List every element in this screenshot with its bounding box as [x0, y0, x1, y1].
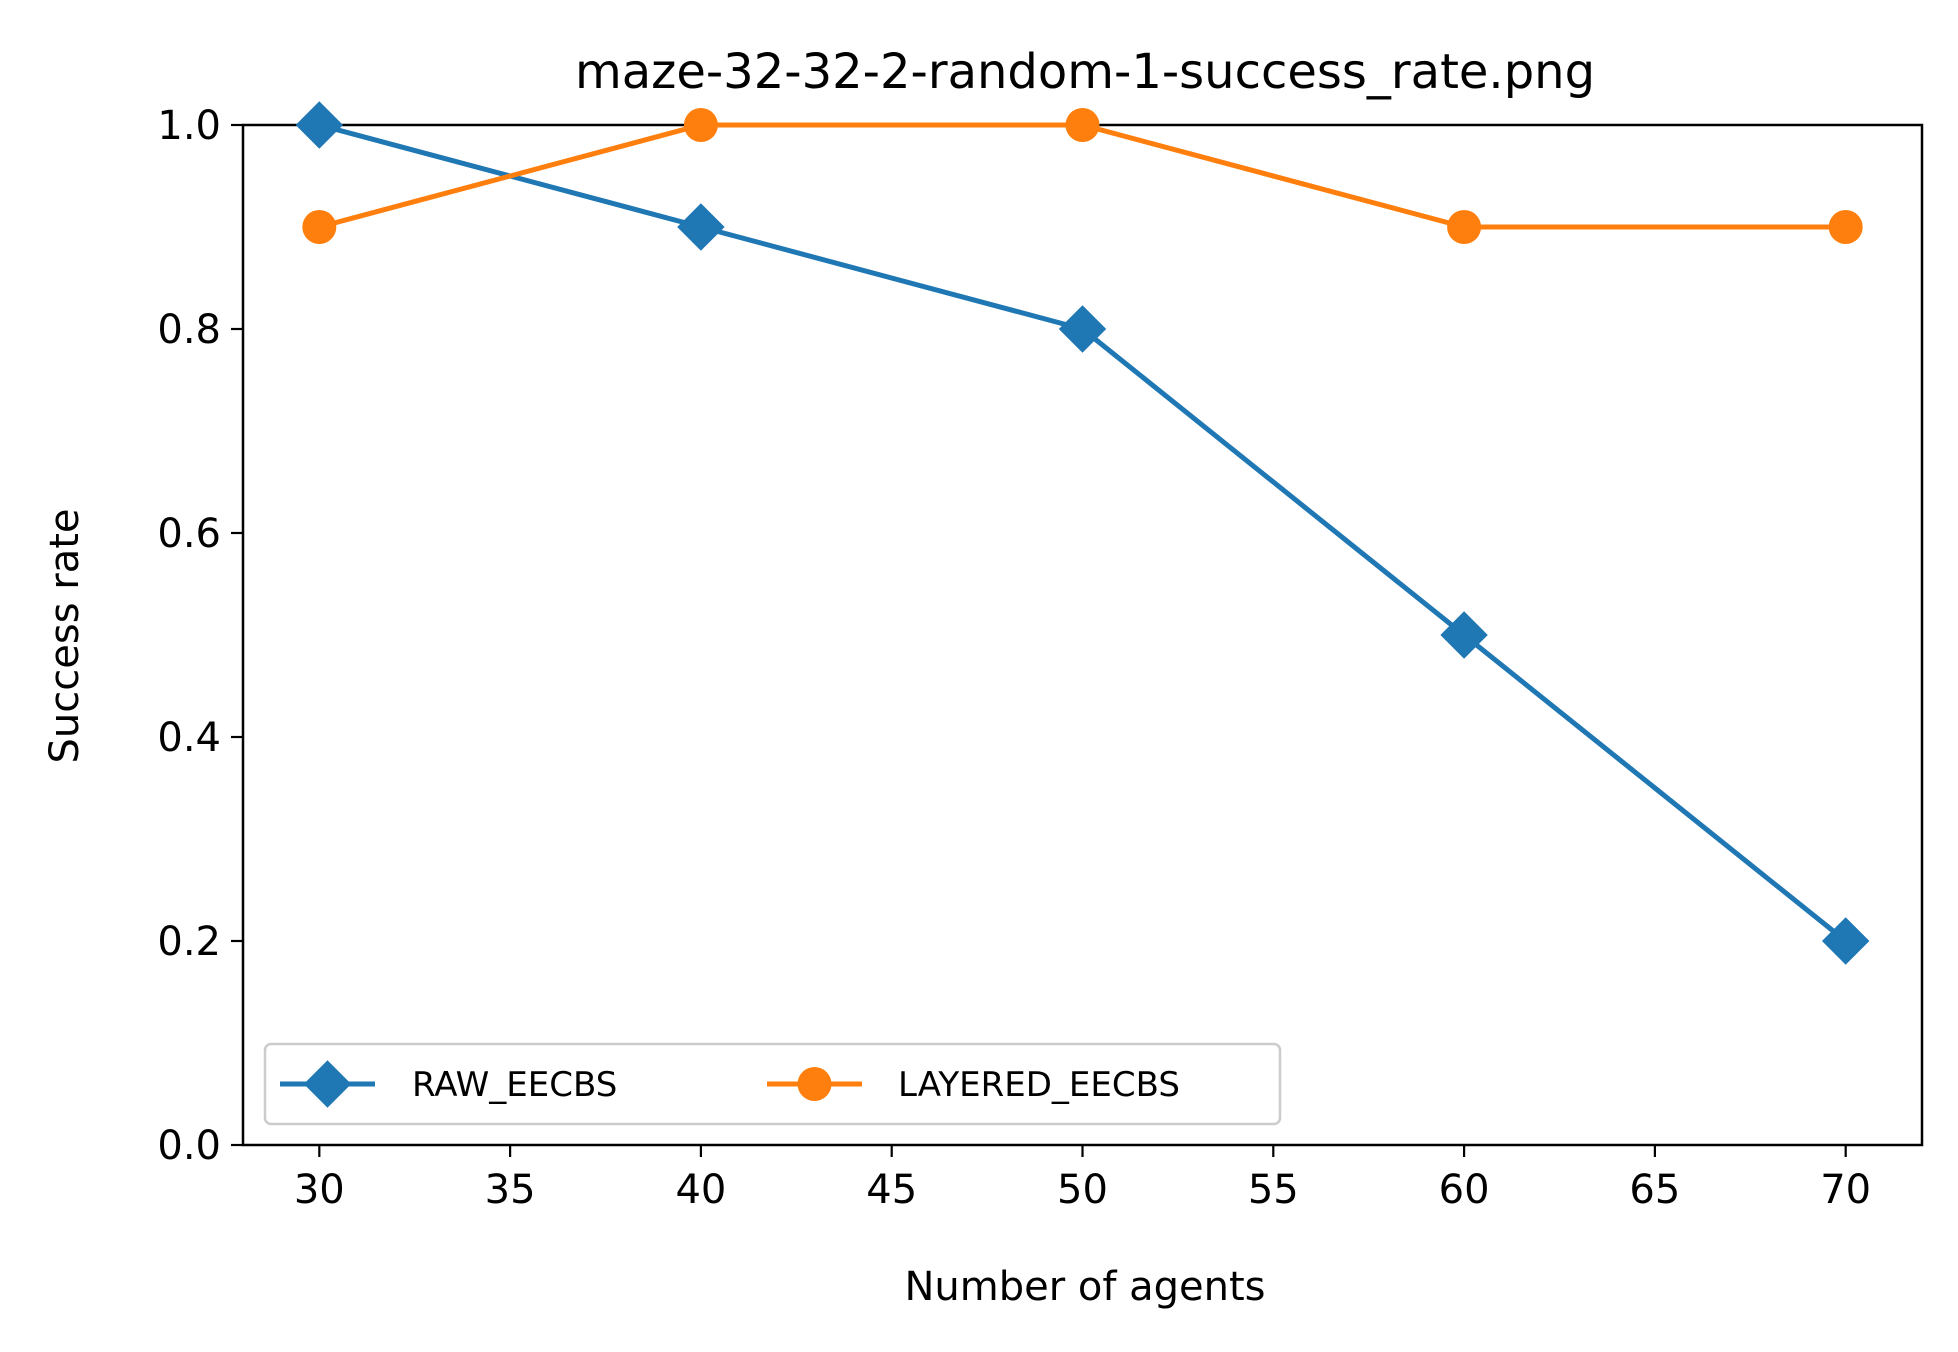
data-point-raw-eecbs	[1440, 611, 1488, 659]
x-axis: 30 35 40 45 50 55 60 65 70	[294, 1145, 1871, 1213]
data-point-layered-eecbs	[302, 210, 337, 244]
y-axis-label: Success rate	[42, 509, 88, 764]
x-tick-label: 40	[675, 1167, 726, 1213]
data-point-layered-eecbs	[1447, 210, 1482, 244]
x-tick-label: 60	[1439, 1167, 1490, 1213]
data-point-raw-eecbs	[295, 101, 344, 149]
y-axis: 0.0 0.2 0.4 0.6 0.8 1.0	[157, 103, 243, 1169]
y-tick-label: 0.2	[157, 919, 221, 965]
data-point-layered-eecbs	[1828, 210, 1863, 244]
data-point-raw-eecbs	[1058, 305, 1107, 353]
legend-marker-layered-eecbs	[797, 1067, 832, 1101]
data-point-raw-eecbs	[677, 203, 725, 251]
series-layer	[295, 101, 1870, 965]
data-point-layered-eecbs	[1065, 108, 1100, 142]
legend-marker-raw-eecbs	[303, 1060, 352, 1108]
x-tick-label: 70	[1820, 1167, 1871, 1213]
x-tick-label: 45	[866, 1167, 917, 1213]
x-axis-label: Number of agents	[904, 1264, 1265, 1310]
chart-title: maze-32-32-2-random-1-success_rate.png	[575, 44, 1595, 100]
legend-label-raw-eecbs: RAW_EECBS	[412, 1065, 617, 1105]
y-tick-label: 0.0	[157, 1123, 221, 1169]
x-tick-label: 35	[485, 1167, 536, 1213]
y-tick-label: 0.6	[157, 511, 221, 557]
y-tick-label: 1.0	[157, 103, 221, 149]
y-tick-label: 0.4	[157, 715, 221, 761]
y-tick-label: 0.8	[157, 307, 221, 353]
data-point-raw-eecbs	[1821, 917, 1870, 965]
x-tick-label: 65	[1629, 1167, 1680, 1213]
x-tick-label: 30	[294, 1167, 345, 1213]
legend: RAW_EECBS LAYERED_EECBS	[263, 1042, 1282, 1126]
legend-label-layered-eecbs: LAYERED_EECBS	[898, 1065, 1180, 1105]
x-tick-label: 55	[1248, 1167, 1299, 1213]
data-point-layered-eecbs	[683, 108, 718, 142]
x-tick-label: 50	[1057, 1167, 1108, 1213]
